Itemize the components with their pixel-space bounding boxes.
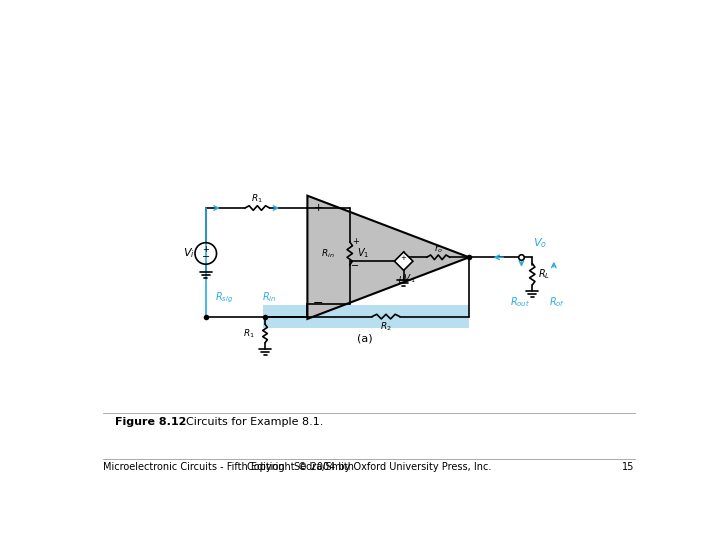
Text: Microelectronic Circuits - Fifth Edition   Sedra/Smith: Microelectronic Circuits - Fifth Edition… [104,462,354,472]
Text: Copyright © 2004 by Oxford University Press, Inc.: Copyright © 2004 by Oxford University Pr… [247,462,491,472]
Bar [263,305,469,328]
Text: $R_{in}$: $R_{in}$ [320,247,334,260]
Text: $R_{sig}$: $R_{sig}$ [215,290,233,305]
Text: +: + [351,237,359,246]
Text: +: + [401,255,407,261]
Text: +: + [313,203,323,213]
Text: $r_o$: $r_o$ [433,243,443,254]
Text: $R_{of}$: $R_{of}$ [549,295,565,309]
Text: (a): (a) [357,333,373,343]
Text: Circuits for Example 8.1.: Circuits for Example 8.1. [186,417,323,427]
Text: −: − [351,261,359,271]
Text: $V_o$: $V_o$ [533,237,547,251]
Text: $V_1$: $V_1$ [357,247,370,260]
Text: $R_{out}$: $R_{out}$ [510,295,530,309]
Text: $V_i$: $V_i$ [183,247,194,260]
Text: 15: 15 [622,462,634,472]
Text: +: + [202,245,210,254]
Text: Figure 8.12: Figure 8.12 [115,417,186,427]
Polygon shape [307,195,469,319]
Text: −: − [202,252,210,262]
Text: $R_2$: $R_2$ [380,320,392,333]
Polygon shape [395,252,413,271]
Text: $R_1$: $R_1$ [251,193,264,205]
Text: −: − [313,297,323,310]
Text: $\mu V_1$: $\mu V_1$ [398,272,415,285]
Text: $R_{in}$: $R_{in}$ [261,291,276,304]
Text: $R_1$: $R_1$ [243,327,254,340]
Text: $R_L$: $R_L$ [539,267,551,281]
